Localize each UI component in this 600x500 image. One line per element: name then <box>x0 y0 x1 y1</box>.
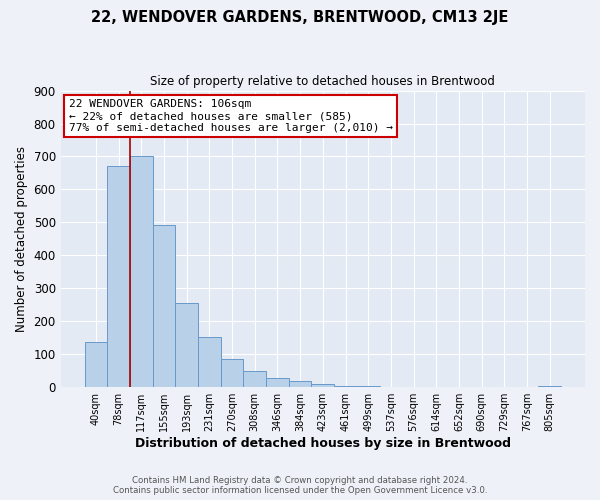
Text: 22, WENDOVER GARDENS, BRENTWOOD, CM13 2JE: 22, WENDOVER GARDENS, BRENTWOOD, CM13 2J… <box>91 10 509 25</box>
Bar <box>357 386 380 387</box>
Bar <box>107 166 130 387</box>
Bar <box>538 386 561 387</box>
Text: 22 WENDOVER GARDENS: 106sqm
← 22% of detached houses are smaller (585)
77% of se: 22 WENDOVER GARDENS: 106sqm ← 22% of det… <box>68 100 392 132</box>
Bar <box>289 380 311 387</box>
Bar <box>334 386 357 387</box>
Bar <box>311 384 334 387</box>
Bar <box>130 156 152 387</box>
X-axis label: Distribution of detached houses by size in Brentwood: Distribution of detached houses by size … <box>135 437 511 450</box>
Bar <box>85 342 107 387</box>
Bar <box>198 337 221 387</box>
Bar <box>152 224 175 387</box>
Title: Size of property relative to detached houses in Brentwood: Size of property relative to detached ho… <box>151 75 495 88</box>
Text: Contains HM Land Registry data © Crown copyright and database right 2024.
Contai: Contains HM Land Registry data © Crown c… <box>113 476 487 495</box>
Y-axis label: Number of detached properties: Number of detached properties <box>15 146 28 332</box>
Bar <box>266 378 289 387</box>
Bar <box>221 359 244 387</box>
Bar <box>175 303 198 387</box>
Bar <box>244 370 266 387</box>
